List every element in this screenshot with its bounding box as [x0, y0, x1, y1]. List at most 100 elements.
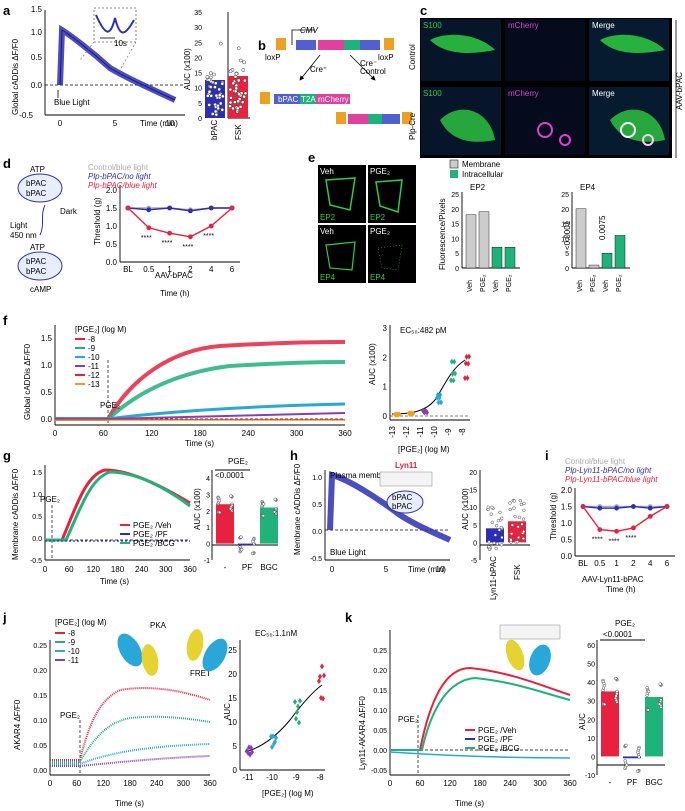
panel-letter-f: f — [3, 313, 8, 328]
xtick-label: 10 — [436, 565, 445, 574]
data-point — [262, 502, 266, 506]
data-point — [146, 207, 152, 213]
data-point — [322, 672, 326, 679]
f-ylabel: Global cADDis ΔF/F0 — [23, 343, 32, 420]
data-point — [613, 696, 618, 700]
data-point — [494, 524, 499, 528]
data-point — [208, 85, 213, 89]
f-auc-ylabel: AUC (x100) — [368, 343, 377, 385]
ytick-label: 0.0 — [312, 529, 322, 536]
d-bpac: bPAC — [26, 189, 47, 198]
xtick-label: 0 — [330, 565, 335, 574]
xtick-label: 4 — [209, 265, 214, 274]
ytick-label: 0.25 — [33, 643, 47, 650]
ytick-label: 3 — [383, 324, 388, 333]
data-point — [239, 535, 243, 539]
ytick-label: 0 — [473, 540, 477, 547]
data-point — [397, 411, 401, 418]
data-point — [236, 46, 241, 51]
xtick-label: BGC — [645, 778, 663, 787]
data-point — [646, 708, 650, 712]
xtick-label: PF — [627, 778, 637, 787]
legend-item: -10 — [68, 647, 80, 656]
data-point — [497, 528, 502, 532]
data-point — [438, 391, 443, 398]
xtick-label: -8 — [316, 773, 324, 782]
data-point — [500, 535, 504, 540]
j-fret: FRET — [190, 669, 211, 678]
significance-mark: **** — [592, 537, 603, 544]
e-img-label: Veh — [320, 167, 334, 176]
data-point — [243, 78, 247, 83]
legend-item: PGE₂ /Veh — [478, 726, 516, 735]
legend-item: -8 — [88, 335, 96, 344]
ytick-label: 20 — [587, 717, 595, 724]
ytick-label: 0.5 — [312, 502, 322, 509]
i-legend: Control/blue light — [565, 457, 626, 466]
bpac-label: bPAC — [278, 95, 299, 104]
data-point — [214, 112, 219, 117]
xtick-label: 300 — [290, 429, 304, 438]
ytick-label: 0 — [565, 266, 569, 273]
e-ep2: EP2 — [470, 183, 486, 192]
a-bar-cat: FSK — [234, 124, 243, 140]
data-point — [233, 100, 237, 104]
data-point — [209, 94, 214, 98]
ytick-label: 15 — [451, 222, 459, 229]
h-bar-cat: Lyn11-bPAC — [489, 556, 498, 600]
data-point — [509, 532, 514, 536]
xtick-label: Veh — [577, 280, 584, 292]
annot-blue-light: Blue Light — [54, 98, 90, 107]
ytick-label: 30 — [194, 25, 202, 32]
e-img-bottom: EP2 — [320, 213, 336, 222]
ytick-label: 40 — [587, 680, 595, 687]
panel-a-trace: 10s Blue Light -0.5 0.0 0.5 1.0 1.5 0 5 … — [11, 5, 185, 128]
significance-mark: **** — [162, 240, 173, 247]
ytick-label: 25 — [561, 192, 569, 199]
ytick-label: 0.5 — [106, 240, 118, 249]
data-point — [318, 673, 322, 680]
g-xlabel: Time (s) — [100, 577, 129, 586]
data-point — [270, 743, 274, 750]
data-point — [236, 99, 241, 104]
c-col-label: mCherry — [508, 89, 539, 98]
data-point — [231, 106, 235, 111]
data-point — [597, 505, 603, 511]
data-point — [487, 540, 491, 544]
data-point — [240, 547, 244, 552]
ytick-label: 10 — [194, 86, 202, 93]
panel-g-bar: PGE₂ <0.0001 - PF BGC -1 0 1 2 3 4 AUC (x100) — [193, 457, 278, 572]
data-point — [510, 523, 514, 527]
d-atp: ATP — [30, 165, 45, 174]
data-point — [298, 697, 302, 704]
g-bar-ylabel: AUC (x100) — [193, 488, 202, 530]
data-point — [207, 89, 212, 94]
a-ytick: -0.5 — [19, 111, 33, 120]
panel-letter-k: k — [345, 610, 353, 625]
ytick-label: 0.05 — [33, 743, 47, 750]
data-point — [522, 508, 526, 512]
xtick-label: -11 — [243, 773, 255, 782]
data-point — [635, 769, 640, 773]
data-point — [625, 763, 629, 767]
d-atp2: ATP — [30, 243, 45, 252]
panel-j-traces: [PGE₂] (log M) -8-9-10-11 PGE₂ AKAR4 ΔF/… — [13, 618, 228, 808]
data-point — [297, 719, 301, 726]
ytick-label: 0 — [206, 542, 210, 549]
e-p1: <0.0001 — [563, 220, 572, 250]
data-point — [500, 516, 504, 521]
panel-c-micrographs: S100 mCherry Merge S100 mCherry Merge Co… — [408, 18, 684, 158]
significance-mark: **** — [141, 235, 152, 242]
f-legend-title: [PGE₂] (log M) — [75, 325, 127, 334]
data-point — [208, 71, 213, 76]
xtick-label: - — [224, 563, 227, 572]
data-point — [647, 514, 653, 519]
j-ylabel: AKAR4 ΔF/F0 — [13, 699, 22, 750]
ytick-label: 1.0 — [106, 222, 118, 231]
misc-yticks: 0.0 0.5 1.0 1.5 -0.5 0.0 0.5 1.0 1.5 -0.5 0.0 0.5 1.… — [30, 334, 387, 775]
ytick-label: 15 — [469, 488, 477, 495]
j-annot: PGE₂ — [60, 711, 80, 720]
a-ytick: 1.5 — [31, 5, 43, 14]
f-annot: PGE₂ — [100, 401, 120, 410]
